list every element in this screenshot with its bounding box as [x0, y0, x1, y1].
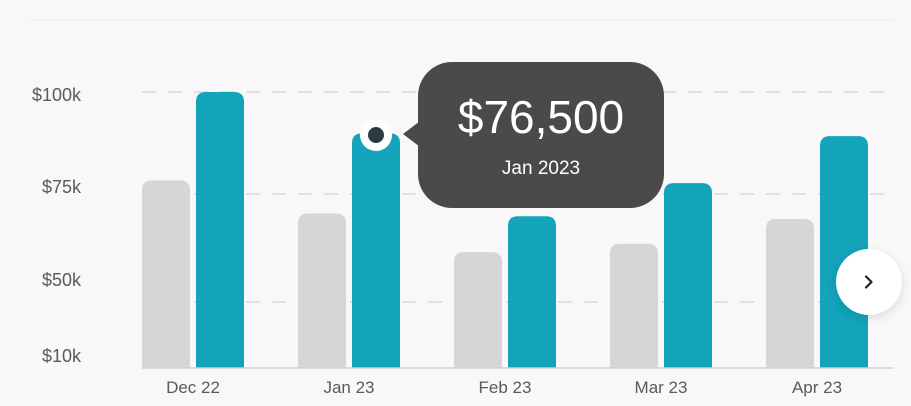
bar-series-0-feb-23[interactable] — [454, 252, 502, 368]
x-tick-label: Dec 22 — [166, 378, 220, 397]
y-tick-label: $50k — [42, 270, 82, 290]
next-button[interactable] — [836, 249, 902, 315]
x-tick-label: Jan 23 — [323, 378, 374, 397]
bar-series-1-dec-22[interactable] — [196, 92, 244, 368]
tooltip-date: Jan 2023 — [502, 158, 580, 179]
bar-series-1-jan-23[interactable] — [352, 133, 400, 368]
bar-series-1-feb-23[interactable] — [508, 216, 556, 368]
y-axis-ticks: $100k $75k $50k $10k — [32, 85, 82, 366]
bars — [142, 92, 868, 368]
chevron-right-icon — [862, 275, 876, 289]
tooltip: $76,500 Jan 2023 — [360, 62, 664, 208]
bar-series-0-apr-23[interactable] — [766, 218, 814, 368]
y-tick-label: $10k — [42, 346, 82, 366]
y-tick-label: $75k — [42, 177, 82, 197]
tooltip-box — [418, 62, 664, 208]
x-tick-label: Mar 23 — [635, 378, 688, 397]
tooltip-value: $76,500 — [458, 91, 624, 143]
bar-series-1-mar-23[interactable] — [664, 183, 712, 368]
x-tick-label: Apr 23 — [792, 378, 842, 397]
y-tick-label: $100k — [32, 85, 82, 105]
bar-series-0-jan-23[interactable] — [298, 213, 346, 368]
highlight-marker-dot[interactable] — [368, 127, 384, 143]
x-tick-label: Feb 23 — [479, 378, 532, 397]
bar-series-0-dec-22[interactable] — [142, 180, 190, 368]
bar-series-0-mar-23[interactable] — [610, 243, 658, 368]
x-axis-labels: Dec 22 Jan 23 Feb 23 Mar 23 Apr 23 — [166, 378, 842, 397]
